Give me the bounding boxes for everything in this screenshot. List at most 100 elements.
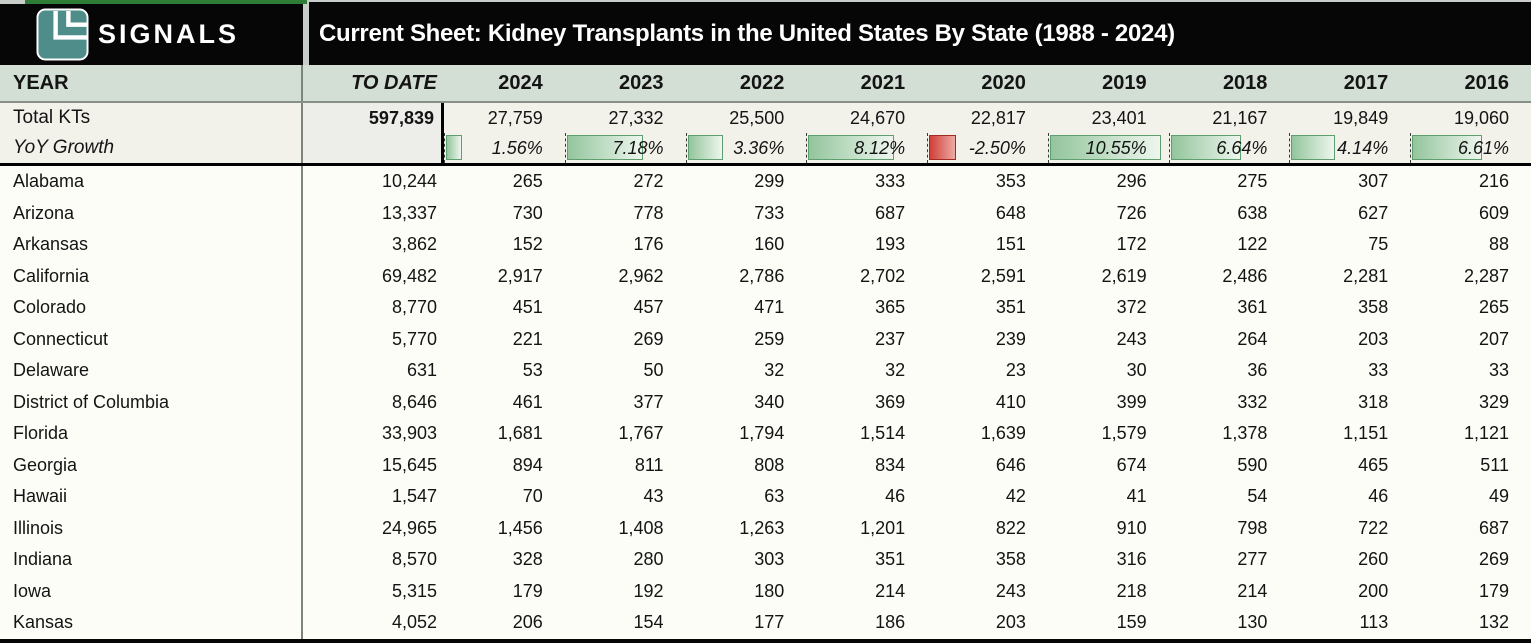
to-date-cell[interactable]: 8,570 xyxy=(391,549,437,570)
state-name[interactable]: Arizona xyxy=(0,197,303,230)
cell-2022[interactable]: 808 xyxy=(754,454,785,475)
yoy-cell-2023[interactable]: 7.18% xyxy=(564,133,686,163)
cell-2020[interactable]: 23 xyxy=(1005,360,1026,381)
cell-2019[interactable]: 218 xyxy=(1116,580,1147,601)
to-date-cell[interactable]: 1,547 xyxy=(391,486,437,507)
cell-2017[interactable]: 260 xyxy=(1358,549,1389,570)
cell-2024[interactable]: 451 xyxy=(512,297,543,318)
total-kts-cell-2023[interactable]: 27,332 xyxy=(608,107,664,128)
total-kts-cell-2021[interactable]: 24,670 xyxy=(850,107,906,128)
yoy-cell-2021[interactable]: 8.12% xyxy=(806,133,927,163)
cell-2016[interactable]: 132 xyxy=(1478,612,1509,633)
total-kts-cell-2019[interactable]: 23,401 xyxy=(1091,107,1147,128)
cell-2020[interactable]: 410 xyxy=(995,391,1026,412)
total-kts-cell-2018[interactable]: 21,167 xyxy=(1212,107,1268,128)
state-name[interactable]: Illinois xyxy=(0,512,303,545)
cell-2018[interactable]: 590 xyxy=(1237,454,1268,475)
cell-2017[interactable]: 1,151 xyxy=(1343,423,1389,444)
cell-2019[interactable]: 2,619 xyxy=(1101,265,1147,286)
cell-2020[interactable]: 42 xyxy=(1005,486,1026,507)
total-kts-cell-2017[interactable]: 19,849 xyxy=(1333,107,1389,128)
cell-2023[interactable]: 811 xyxy=(634,454,664,475)
to-date-cell[interactable]: 13,337 xyxy=(381,202,437,223)
cell-2017[interactable]: 46 xyxy=(1368,486,1389,507)
to-date-cell[interactable]: 5,315 xyxy=(391,580,437,601)
cell-2023[interactable]: 457 xyxy=(633,297,664,318)
cell-2021[interactable]: 369 xyxy=(875,391,906,412)
cell-2018[interactable]: 361 xyxy=(1237,297,1268,318)
cell-2019[interactable]: 159 xyxy=(1116,612,1147,633)
cell-2023[interactable]: 50 xyxy=(643,360,664,381)
cell-2024[interactable]: 179 xyxy=(512,580,543,601)
cell-2020[interactable]: 353 xyxy=(995,171,1026,192)
cell-2022[interactable]: 2,786 xyxy=(739,265,785,286)
total-kts-cell-2024[interactable]: 27,759 xyxy=(487,107,543,128)
cell-2022[interactable]: 733 xyxy=(754,202,785,223)
state-name[interactable]: Arkansas xyxy=(0,229,303,261)
cell-2017[interactable]: 203 xyxy=(1358,328,1389,349)
cell-2020[interactable]: 2,591 xyxy=(980,265,1026,286)
cell-2019[interactable]: 726 xyxy=(1116,202,1147,223)
cell-2019[interactable]: 316 xyxy=(1116,549,1147,570)
to-date-cell[interactable]: 5,770 xyxy=(391,328,437,349)
cell-2024[interactable]: 53 xyxy=(522,360,543,381)
to-date-cell[interactable]: 15,645 xyxy=(381,454,437,475)
cell-2021[interactable]: 687 xyxy=(875,202,906,223)
yoy-cell-2020[interactable]: -2.50% xyxy=(927,133,1048,163)
cell-2021[interactable]: 365 xyxy=(875,297,906,318)
cell-2021[interactable]: 186 xyxy=(875,612,906,633)
cell-2023[interactable]: 154 xyxy=(633,612,664,633)
to-date-cell[interactable]: 69,482 xyxy=(381,265,437,286)
cell-2024[interactable]: 152 xyxy=(512,234,543,255)
yoy-to-date-cell[interactable] xyxy=(303,133,444,163)
cell-2021[interactable]: 237 xyxy=(875,328,906,349)
to-date-cell[interactable]: 4,052 xyxy=(391,612,437,633)
column-header-2023[interactable]: 2023 xyxy=(619,71,664,94)
to-date-cell[interactable]: 3,862 xyxy=(391,234,437,255)
cell-2020[interactable]: 358 xyxy=(995,549,1026,570)
cell-2018[interactable]: 36 xyxy=(1247,360,1268,381)
cell-2021[interactable]: 46 xyxy=(885,486,906,507)
cell-2018[interactable]: 54 xyxy=(1247,486,1268,507)
cell-2017[interactable]: 307 xyxy=(1358,171,1389,192)
column-header-2021[interactable]: 2021 xyxy=(860,71,906,94)
cell-2021[interactable]: 214 xyxy=(875,580,906,601)
state-name[interactable]: Indiana xyxy=(0,544,303,576)
cell-2022[interactable]: 1,263 xyxy=(739,517,785,538)
cell-2018[interactable]: 264 xyxy=(1237,328,1268,349)
cell-2018[interactable]: 638 xyxy=(1237,202,1268,223)
cell-2022[interactable]: 303 xyxy=(754,549,785,570)
cell-2016[interactable]: 49 xyxy=(1488,486,1509,507)
cell-2023[interactable]: 176 xyxy=(633,234,664,255)
column-header-2017[interactable]: 2017 xyxy=(1343,71,1389,94)
cell-2022[interactable]: 63 xyxy=(764,486,785,507)
cell-2017[interactable]: 33 xyxy=(1368,360,1389,381)
yoy-growth-label[interactable]: YoY Growth xyxy=(0,133,303,163)
cell-2019[interactable]: 41 xyxy=(1126,486,1147,507)
cell-2020[interactable]: 239 xyxy=(995,328,1026,349)
cell-2016[interactable]: 269 xyxy=(1478,549,1509,570)
cell-2016[interactable]: 329 xyxy=(1478,391,1509,412)
cell-2023[interactable]: 280 xyxy=(633,549,664,570)
cell-2024[interactable]: 265 xyxy=(512,171,543,192)
cell-2024[interactable]: 2,917 xyxy=(497,265,543,286)
cell-2020[interactable]: 151 xyxy=(995,234,1026,255)
cell-2021[interactable]: 1,201 xyxy=(860,517,906,538)
cell-2022[interactable]: 471 xyxy=(754,297,785,318)
cell-2023[interactable]: 269 xyxy=(633,328,664,349)
cell-2020[interactable]: 351 xyxy=(995,297,1026,318)
cell-2024[interactable]: 70 xyxy=(522,486,543,507)
state-name[interactable]: Delaware xyxy=(0,355,303,387)
cell-2019[interactable]: 910 xyxy=(1116,517,1147,538)
cell-2019[interactable]: 296 xyxy=(1116,171,1147,192)
cell-2016[interactable]: 33 xyxy=(1488,360,1509,381)
cell-2024[interactable]: 461 xyxy=(512,391,543,412)
yoy-cell-2018[interactable]: 6.64% xyxy=(1168,133,1290,163)
cell-2022[interactable]: 32 xyxy=(764,360,785,381)
brand-logo[interactable]: SIGNALS xyxy=(0,4,303,65)
cell-2018[interactable]: 332 xyxy=(1237,391,1268,412)
yoy-cell-2017[interactable]: 4.14% xyxy=(1289,133,1410,163)
cell-2020[interactable]: 1,639 xyxy=(980,423,1026,444)
cell-2019[interactable]: 399 xyxy=(1116,391,1147,412)
to-date-column-header[interactable]: TO DATE xyxy=(351,71,437,94)
